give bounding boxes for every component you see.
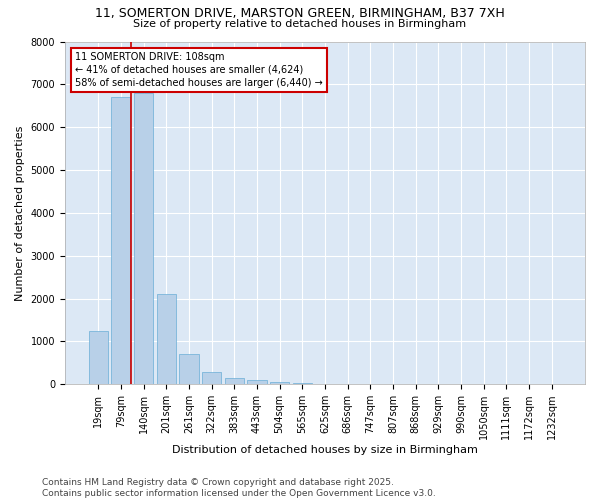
Bar — [224, 378, 244, 384]
Text: 11 SOMERTON DRIVE: 108sqm
← 41% of detached houses are smaller (4,624)
58% of se: 11 SOMERTON DRIVE: 108sqm ← 41% of detac… — [76, 52, 323, 88]
Bar — [270, 382, 289, 384]
X-axis label: Distribution of detached houses by size in Birmingham: Distribution of detached houses by size … — [172, 445, 478, 455]
Bar — [293, 383, 312, 384]
Text: Contains HM Land Registry data © Crown copyright and database right 2025.
Contai: Contains HM Land Registry data © Crown c… — [42, 478, 436, 498]
Bar — [89, 330, 108, 384]
Bar — [157, 294, 176, 384]
Bar — [134, 93, 153, 384]
Text: 11, SOMERTON DRIVE, MARSTON GREEN, BIRMINGHAM, B37 7XH: 11, SOMERTON DRIVE, MARSTON GREEN, BIRMI… — [95, 8, 505, 20]
Bar — [111, 97, 130, 384]
Bar — [179, 354, 199, 384]
Bar — [247, 380, 266, 384]
Text: Size of property relative to detached houses in Birmingham: Size of property relative to detached ho… — [133, 19, 467, 29]
Y-axis label: Number of detached properties: Number of detached properties — [15, 125, 25, 300]
Bar — [202, 372, 221, 384]
